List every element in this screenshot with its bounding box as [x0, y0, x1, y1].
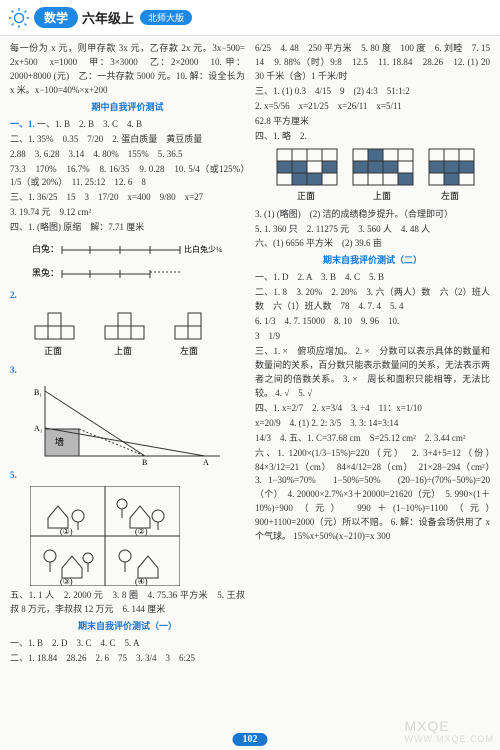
line-5: 五、1. 1 人 2. 2000 元 3. 8 圈 4. 75.36 平方米 5… [10, 589, 245, 617]
line-3a: 三、1. 36/25 15 3 17/20 x=400 9/80 x=27 [10, 191, 245, 205]
white-rabbit-label: 白兔： [32, 243, 59, 254]
svg-text:(①): (①) [60, 527, 73, 536]
e1-1: 一、1. B 2. D 3. C 4. C 5. A [10, 637, 245, 651]
q4-3: 3. [10, 364, 245, 378]
r-line-1: 6/25 4. 48 250 平方米 5. 80 度 100 度 6. 刘睦 7… [255, 42, 490, 84]
e2-3: 6. 1/3 4. 7. 15000 8. 10 9. 96 10. [255, 315, 490, 329]
house-grid: (①) (②) (③) (④) [30, 486, 245, 586]
svg-text:B: B [142, 458, 147, 466]
svg-text:(③): (③) [60, 577, 73, 586]
svg-text:A₁: A₁ [34, 424, 43, 433]
r4: 3. (1) (略图) (2) 洁的成绩稳步提升。（合理即可） [255, 208, 490, 222]
e2-2: 二、1. 8 3. 20% 2. 20% 3. 六（两人）数 六（2）班人数 六… [255, 286, 490, 314]
r-line-3a: 2. x=5/56 x=21/25 x=26/11 x=5/11 [255, 100, 490, 114]
rabbit-diagram: 白兔： 比白兔少¼ 黑兔： [30, 238, 245, 286]
e2-4: 3 1/9 [255, 330, 490, 344]
sun-icon [8, 7, 30, 29]
svg-text:(②): (②) [135, 527, 148, 536]
r-line-3b: 62.8 平方厘米 [255, 115, 490, 129]
subject-badge: 数学 [34, 7, 78, 28]
mid-exam-title: 期中自我评价测试 [10, 101, 245, 115]
svg-text:左面: 左面 [441, 190, 459, 201]
line-2c: 73.3 170% 16.7% 8. 16/35 9. 0.28 10. 5/4… [10, 163, 245, 191]
r5: 5. 1. 360 只 2. 11275 元 3. 560 人 4. 48 人 [255, 223, 490, 237]
svg-text:A: A [203, 458, 209, 466]
ortho-views-right: 正面 上面 左面 [275, 147, 490, 205]
watermark-sub: WWW.MXQE.COM [405, 734, 495, 744]
left-column: 每一份为 x 元，则甲存款 3x 元，乙存款 2x 元。3x−500= 2x+5… [10, 42, 245, 718]
six: 六、1. 1200×(1/3−15%)=220（元） 2. 3+4+5=12（份… [255, 447, 490, 545]
content-columns: 每一份为 x 元，则甲存款 3x 元，乙存款 2x 元。3x−500= 2x+5… [0, 36, 500, 722]
version-badge: 北师大版 [140, 10, 192, 25]
right-column: 6/25 4. 48 250 平方米 5. 80 度 100 度 6. 刘睦 7… [255, 42, 490, 718]
para-intro: 每一份为 x 元，则甲存款 3x 元，乙存款 2x 元。3x−500= 2x+5… [10, 42, 245, 98]
four-a: 四、1. x=2/7 2. x=3/4 3. ÷4 11：x=1/10 [255, 402, 490, 416]
line-2b: 2.88 3. 6.28 3.14 4. 80% 155% 5. 36.5 [10, 148, 245, 162]
r-line-2: 三、1. (1) 0.3 4/15 9 (2) 4:3 51:1:2 [255, 85, 490, 99]
r-line-4: 四、1. 略 2. [255, 130, 490, 144]
svg-text:上面: 上面 [114, 346, 132, 356]
svg-text:左面: 左面 [180, 345, 198, 356]
svg-text:正面: 正面 [297, 191, 315, 201]
line-1: 一、1. 一、1. B 2. B 3. C 4. B [10, 118, 245, 132]
grade-label: 六年级上 [82, 8, 134, 27]
line-3b: 3. 19.74 元 9.12 cm² [10, 206, 245, 220]
black-rabbit-label: 黑兔： [32, 267, 59, 278]
four-c: 14/3 4. 五、1. C=37.68 cm S=25.12 cm² 2. 3… [255, 432, 490, 446]
watermark: MXQE WWW.MXQE.COM [405, 718, 495, 744]
rabbit-note: 比白兔少¼ [184, 244, 222, 254]
end-exam-2-title: 期末自我评价测试（二） [255, 254, 490, 268]
line-2a: 二、1. 35% 0.35 7/20 2. 蛋白质量 黄豆质量 [10, 133, 245, 147]
ortho-views-left: 正面 上面 左面 [30, 306, 245, 361]
svg-text:B₁: B₁ [34, 388, 42, 397]
r6: 六、(1) 6656 平方米 (2) 39.6 亩 [255, 237, 490, 251]
e1-2: 二、1. 18.84 28.26 2. 6 75 3. 3/4 3 6:25 [10, 652, 245, 666]
line-4a: 四、1. (略图) 原缩 解：7.71 厘米 [10, 221, 245, 235]
q4-5: 5. [10, 469, 245, 483]
three: 三、1. × 俯项应增加。 2. × 分数可以表示具体的数量和数量间的关系，百分… [255, 345, 490, 401]
svg-text:上面: 上面 [373, 191, 391, 201]
page-header: 数学 六年级上 北师大版 [0, 0, 500, 36]
svg-text:正面: 正面 [44, 346, 62, 356]
q4-2: 2. [10, 289, 245, 303]
watermark-main: MXQE [405, 718, 450, 734]
svg-text:墙: 墙 [55, 436, 64, 447]
page-number: 102 [233, 733, 268, 746]
four-b: x=20/9 4. (1) 2. 2: 3/5 3. 3: 14=3:14 [255, 417, 490, 431]
q1: 一、1. [10, 119, 35, 129]
shadow-diagram: 墙 B₁ A₁ B A [30, 381, 245, 466]
e2-1: 一、1. D 2. A 3. B 4. C 5. B [255, 271, 490, 285]
svg-text:(④): (④) [135, 577, 148, 586]
end-exam-1-title: 期末自我评价测试（一） [10, 620, 245, 634]
